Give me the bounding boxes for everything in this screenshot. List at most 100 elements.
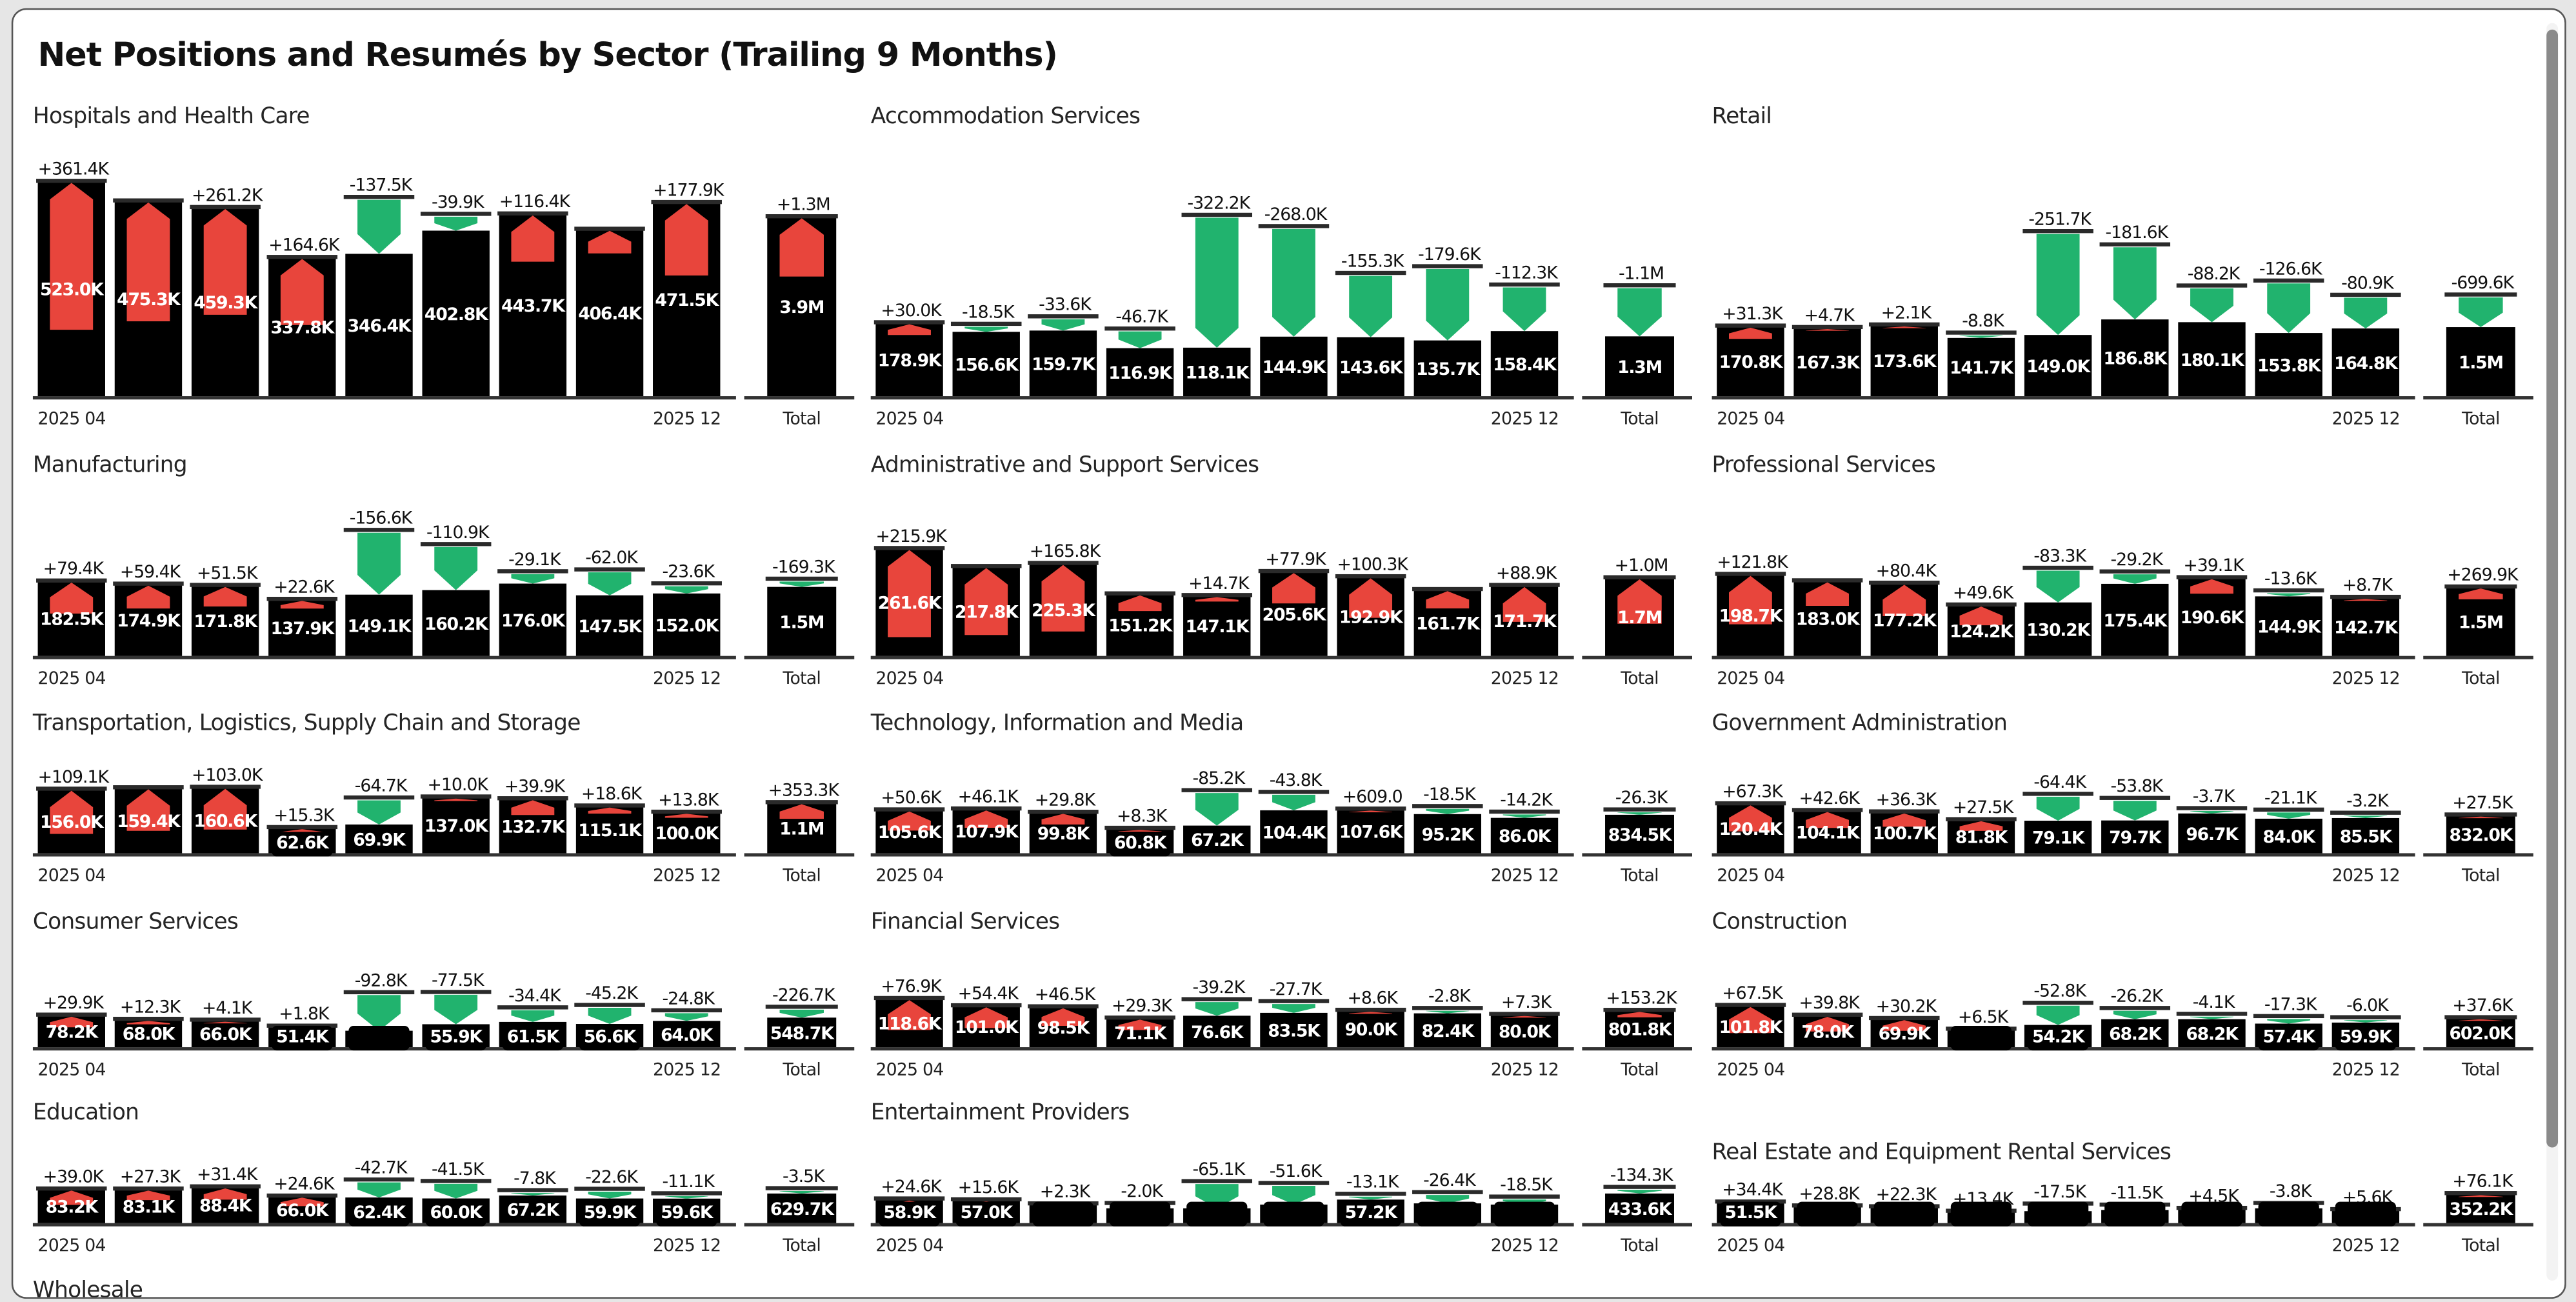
- month-cap-line: [420, 212, 492, 216]
- month-bar[interactable]: [2331, 817, 2400, 854]
- x-axis-baseline: [870, 1047, 1574, 1051]
- month-value-label: 186.8K: [2104, 349, 2168, 369]
- month-bar[interactable]: [1183, 1016, 1251, 1048]
- month-bar[interactable]: [1337, 337, 1404, 397]
- total-bar[interactable]: [2446, 1193, 2515, 1223]
- month-value-label: 144.9K: [1263, 357, 1327, 377]
- x-tick-total: Total: [2461, 668, 2500, 688]
- month-cap-line: [1792, 808, 1863, 812]
- month-bar[interactable]: [575, 595, 644, 656]
- total-bar[interactable]: [767, 1193, 837, 1223]
- month-delta-label: +165.8K: [1030, 541, 1102, 561]
- month-bar[interactable]: [1413, 814, 1482, 854]
- month-bar[interactable]: [345, 594, 413, 656]
- month-delta-label: -80.9K: [2341, 273, 2395, 293]
- month-value-label: 95.2K: [1422, 825, 1475, 845]
- month-bar[interactable]: [575, 229, 644, 397]
- month-cap-line: [2253, 1014, 2324, 1019]
- month-label-backdrop: [579, 1025, 641, 1051]
- month-bar[interactable]: [1183, 347, 1251, 397]
- month-increase-arrow: [1959, 606, 2003, 626]
- month-bar[interactable]: [1183, 595, 1251, 656]
- month-cap-line: [574, 1187, 645, 1191]
- month-bar[interactable]: [2178, 322, 2246, 397]
- month-bar[interactable]: [2024, 602, 2092, 656]
- month-delta-label: -77.5K: [432, 970, 485, 990]
- scrollbar-thumb[interactable]: [2546, 29, 2559, 1148]
- total-bar[interactable]: [2446, 327, 2515, 397]
- month-cap-line: [950, 1197, 1022, 1201]
- total-bar[interactable]: [2446, 815, 2515, 854]
- total-bar[interactable]: [767, 586, 837, 656]
- month-value-label: 158.4K: [1493, 355, 1557, 375]
- month-bar[interactable]: [345, 824, 413, 854]
- month-bar[interactable]: [1490, 817, 1559, 854]
- month-bar[interactable]: [1870, 325, 1938, 397]
- month-decrease-arrow: [434, 1183, 478, 1199]
- month-label-backdrop: [1263, 1201, 1324, 1227]
- month-bar[interactable]: [2024, 821, 2092, 854]
- month-bar[interactable]: [1337, 808, 1404, 854]
- month-bar[interactable]: [1337, 1010, 1404, 1048]
- total-bar[interactable]: [1605, 1193, 1674, 1223]
- month-bar[interactable]: [422, 230, 490, 397]
- month-bar[interactable]: [1106, 348, 1174, 397]
- month-bar[interactable]: [499, 583, 567, 656]
- month-bar[interactable]: [653, 812, 721, 854]
- month-bar[interactable]: [2101, 820, 2169, 854]
- month-bar[interactable]: [2255, 596, 2322, 656]
- month-value-label: 81.8K: [1955, 828, 2009, 848]
- month-bar[interactable]: [2101, 319, 2169, 397]
- x-tick-end: 2025 12: [653, 1236, 721, 1256]
- month-bar[interactable]: [575, 806, 644, 854]
- month-bar[interactable]: [499, 1195, 567, 1223]
- month-bar[interactable]: [1490, 1014, 1559, 1048]
- month-bar[interactable]: [2331, 597, 2400, 656]
- month-delta-label: +18.6K: [581, 784, 643, 804]
- total-bar[interactable]: [2446, 1017, 2515, 1048]
- month-bar[interactable]: [1490, 331, 1559, 397]
- month-bar[interactable]: [2178, 813, 2246, 854]
- month-bar[interactable]: [2331, 328, 2400, 397]
- month-bar[interactable]: [1793, 327, 1861, 397]
- month-bar[interactable]: [1183, 825, 1251, 854]
- month-bar[interactable]: [2178, 1019, 2246, 1048]
- month-cap-line: [190, 1017, 261, 1022]
- month-bar[interactable]: [422, 797, 490, 854]
- month-bar[interactable]: [1260, 810, 1328, 854]
- month-cap-line: [1412, 264, 1483, 268]
- month-value-label: 83.1K: [123, 1197, 176, 1217]
- month-bar[interactable]: [1260, 1012, 1328, 1048]
- month-value-label: 167.3K: [1796, 353, 1861, 373]
- month-bar[interactable]: [2255, 818, 2322, 854]
- month-bar[interactable]: [952, 332, 1020, 397]
- month-cap-line: [36, 786, 107, 791]
- sector-panel: Administrative and Support Services +215.…: [870, 452, 1692, 688]
- month-bar[interactable]: [345, 254, 413, 397]
- vertical-scrollbar[interactable]: [2546, 23, 2559, 1281]
- month-bar[interactable]: [653, 593, 721, 656]
- month-bar[interactable]: [1413, 1013, 1482, 1048]
- month-bar[interactable]: [1260, 336, 1328, 397]
- total-bar[interactable]: [1605, 336, 1674, 397]
- total-increase-arrow: [2459, 1195, 2503, 1197]
- month-bar[interactable]: [1029, 330, 1097, 397]
- month-bar[interactable]: [2024, 335, 2092, 397]
- month-bar[interactable]: [268, 599, 336, 656]
- total-delta-label: -134.3K: [1610, 1165, 1674, 1185]
- month-bar[interactable]: [422, 590, 490, 656]
- month-bar[interactable]: [2101, 1019, 2169, 1048]
- month-bar[interactable]: [2255, 333, 2322, 397]
- month-value-label: 116.9K: [1108, 363, 1173, 383]
- total-bar[interactable]: [767, 1017, 837, 1048]
- month-label-backdrop: [656, 1201, 717, 1227]
- month-bar[interactable]: [653, 1021, 721, 1048]
- month-increase-arrow: [1118, 595, 1162, 612]
- month-value-label: 115.1K: [578, 821, 643, 841]
- month-bar[interactable]: [191, 1020, 259, 1048]
- month-bar[interactable]: [1413, 340, 1482, 397]
- month-increase-arrow: [2190, 579, 2233, 594]
- total-bar[interactable]: [1605, 814, 1674, 854]
- month-bar[interactable]: [2101, 583, 2169, 656]
- month-bar[interactable]: [1947, 337, 2015, 397]
